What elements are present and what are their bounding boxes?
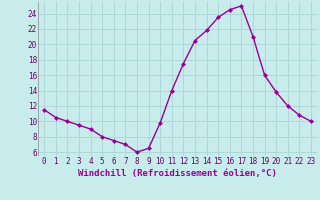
X-axis label: Windchill (Refroidissement éolien,°C): Windchill (Refroidissement éolien,°C) (78, 169, 277, 178)
